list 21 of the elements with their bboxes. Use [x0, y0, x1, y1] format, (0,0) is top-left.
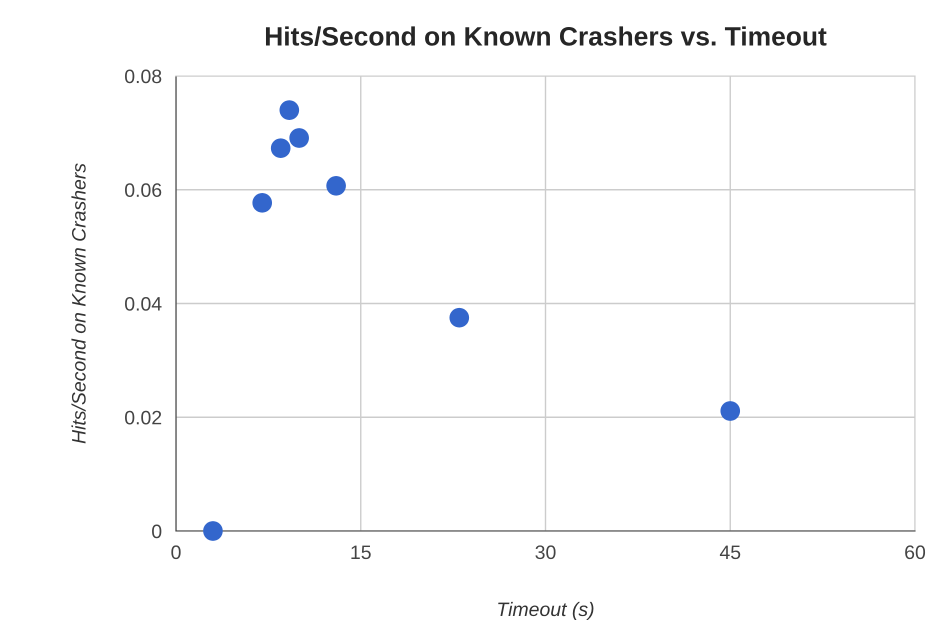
y-tick-label: 0	[152, 524, 162, 538]
chart-title: Hits/Second on Known Crashers vs. Timeout	[266, 26, 826, 46]
point	[203, 521, 223, 541]
point	[720, 401, 740, 421]
point	[326, 176, 346, 196]
point	[449, 308, 470, 328]
x-tick-label: 30	[535, 545, 556, 560]
y-tick-label: 0.06	[125, 183, 162, 197]
y-axis-title: Hits/Second on Known Crashers	[71, 163, 86, 444]
y-tick-label: 0.08	[125, 69, 162, 84]
point	[252, 193, 272, 213]
x-tick-label: 60	[905, 545, 926, 560]
x-axis-title: Timeout (s)	[498, 602, 594, 620]
point	[279, 100, 300, 120]
y-tick-label: 0.02	[125, 410, 162, 424]
x-tick-label: 45	[720, 546, 740, 560]
point	[289, 128, 309, 148]
y-tick-label: 0.04	[125, 296, 162, 311]
x-tick-label: 15	[351, 546, 371, 560]
x-tick-label: 0	[171, 545, 181, 560]
point	[270, 138, 291, 158]
